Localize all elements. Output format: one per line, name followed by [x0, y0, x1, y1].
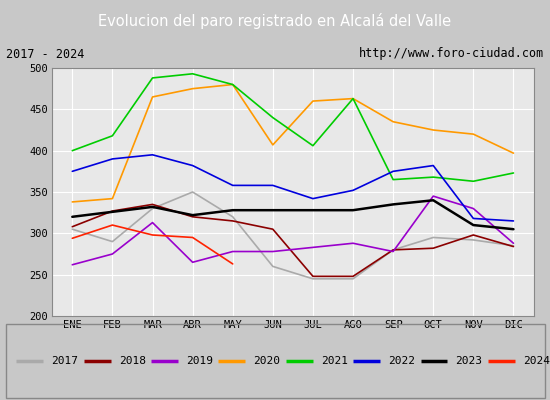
Text: 2024: 2024 [523, 356, 550, 366]
Text: 2017: 2017 [51, 356, 78, 366]
Text: 2017 - 2024: 2017 - 2024 [6, 48, 84, 60]
Text: 2019: 2019 [186, 356, 213, 366]
Text: 2018: 2018 [119, 356, 146, 366]
Text: 2021: 2021 [321, 356, 348, 366]
Text: 2023: 2023 [455, 356, 482, 366]
Text: 2022: 2022 [388, 356, 415, 366]
Text: 2020: 2020 [254, 356, 280, 366]
Text: Evolucion del paro registrado en Alcalá del Valle: Evolucion del paro registrado en Alcalá … [98, 13, 452, 29]
Text: http://www.foro-ciudad.com: http://www.foro-ciudad.com [359, 48, 544, 60]
